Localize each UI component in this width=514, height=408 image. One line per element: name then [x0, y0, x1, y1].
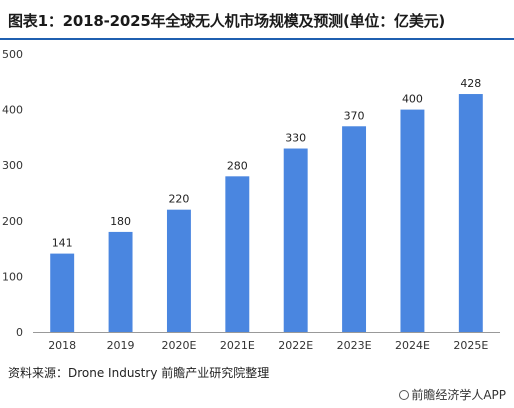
bar — [342, 126, 367, 332]
data-label: 180 — [110, 215, 131, 228]
y-tick-label: 0 — [16, 326, 23, 339]
data-label: 141 — [52, 237, 73, 250]
brand-watermark: 前瞻经济学人APP — [399, 386, 506, 403]
data-label: 330 — [285, 132, 306, 145]
bar — [283, 148, 308, 332]
x-tick-label: 2024E — [395, 339, 430, 352]
source-note: 资料来源：Drone Industry 前瞻产业研究院整理 — [8, 366, 270, 380]
x-tick-label: 2022E — [278, 339, 313, 352]
bar-chart: 0 100 200 300 400 500 141 180 220 280 330 370 400 42… — [2, 48, 500, 352]
bar-series: 141 180 220 280 330 370 400 428 — [50, 77, 483, 332]
x-tick-label: 2021E — [220, 339, 255, 352]
y-tick-label: 100 — [2, 270, 23, 283]
bar — [458, 94, 483, 332]
y-tick-label: 300 — [2, 159, 23, 172]
chart-title: 图表1：2018-2025年全球无人机市场规模及预测(单位：亿美元) — [8, 12, 446, 30]
title-divider — [0, 38, 514, 40]
bar — [166, 209, 191, 332]
data-label: 370 — [344, 109, 365, 122]
data-label: 220 — [168, 193, 189, 206]
y-tick-label: 500 — [2, 48, 23, 61]
x-tick-label: 2020E — [161, 339, 196, 352]
y-tick-label: 200 — [2, 215, 23, 228]
y-axis: 0 100 200 300 400 500 — [2, 48, 23, 339]
bar — [225, 176, 250, 332]
brand-icon — [399, 390, 410, 400]
x-tick-label: 2025E — [453, 339, 488, 352]
x-tick-label: 2018 — [48, 339, 76, 352]
bar — [108, 231, 133, 332]
brand-label: 前瞻经济学人APP — [411, 388, 506, 402]
y-tick-label: 400 — [2, 104, 23, 117]
data-label: 280 — [227, 159, 248, 172]
data-label: 400 — [402, 93, 423, 106]
x-tick-label: 2019 — [107, 339, 135, 352]
data-label: 428 — [460, 77, 481, 90]
bar — [50, 253, 75, 332]
x-tick-label: 2023E — [337, 339, 372, 352]
x-axis: 2018 2019 2020E 2021E 2022E 2023E 2024E 2025E — [33, 332, 500, 352]
bar — [400, 109, 425, 332]
